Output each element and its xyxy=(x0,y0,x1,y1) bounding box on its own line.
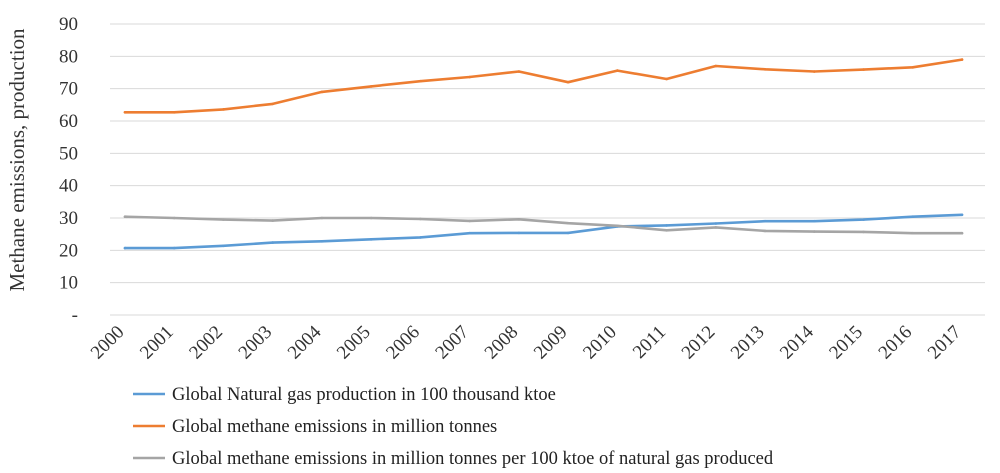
data-point xyxy=(419,236,422,239)
data-point xyxy=(369,238,373,241)
x-tick-label: 2016 xyxy=(875,322,917,364)
data-point xyxy=(911,231,915,235)
data-point xyxy=(812,70,816,73)
data-point xyxy=(320,216,324,220)
data-point xyxy=(714,64,718,68)
x-tick-label: 2012 xyxy=(678,322,720,364)
x-tick-label: 2017 xyxy=(924,322,966,364)
x-tick-label: 2000 xyxy=(87,322,129,364)
data-point xyxy=(960,58,964,61)
data-point xyxy=(222,218,225,221)
data-point xyxy=(222,108,225,111)
data-point xyxy=(271,102,275,106)
data-point xyxy=(222,244,225,248)
data-point xyxy=(566,221,570,225)
data-point xyxy=(369,216,373,220)
data-point xyxy=(468,219,471,223)
series-lines xyxy=(123,58,964,250)
data-point xyxy=(763,67,767,71)
data-point xyxy=(369,85,373,88)
data-point xyxy=(517,231,521,235)
data-point xyxy=(812,230,816,233)
x-tick-label: 2011 xyxy=(629,322,670,363)
y-tick-label: 70 xyxy=(59,79,78,100)
data-point xyxy=(271,219,275,222)
y-tick-label: 30 xyxy=(59,208,78,229)
y-tick-label: 60 xyxy=(59,111,78,132)
data-point xyxy=(517,70,521,73)
legend-label: Global methane emissions in million tonn… xyxy=(172,449,774,469)
data-point xyxy=(320,90,324,94)
data-point xyxy=(320,239,324,243)
data-point xyxy=(665,224,668,227)
data-point xyxy=(665,228,668,232)
data-point xyxy=(665,77,668,81)
legend: Global Natural gas production in 100 tho… xyxy=(133,385,774,469)
data-point xyxy=(862,230,865,234)
data-point xyxy=(172,246,176,250)
y-tick-label: 90 xyxy=(59,14,78,35)
data-point xyxy=(172,110,176,114)
series-line-3 xyxy=(123,215,964,235)
data-point xyxy=(566,231,570,235)
data-point xyxy=(616,69,619,72)
series-line-1 xyxy=(123,213,964,250)
x-axis-ticks: 2000 2001 2002 2003 2004 2005 2006 2007 2008 2009… xyxy=(87,321,966,363)
data-point xyxy=(960,231,964,235)
y-tick-label: 50 xyxy=(59,143,78,164)
data-point xyxy=(172,216,176,220)
series-line-2 xyxy=(123,58,964,114)
data-point xyxy=(271,241,275,244)
x-tick-label: 2008 xyxy=(481,322,523,364)
data-point xyxy=(960,213,964,217)
x-tick-label: 2014 xyxy=(776,321,818,363)
x-tick-label: 2006 xyxy=(382,322,424,364)
data-point xyxy=(911,66,915,69)
data-point xyxy=(714,226,718,229)
x-tick-label: 2005 xyxy=(333,322,375,364)
data-point xyxy=(517,217,521,221)
y-tick-label: 80 xyxy=(59,46,78,67)
x-tick-label: 2003 xyxy=(235,322,277,364)
x-tick-label: 2015 xyxy=(825,322,867,364)
data-point xyxy=(468,75,471,79)
y-axis-ticks: - 10 20 30 40 50 60 70 80 90 xyxy=(59,14,78,326)
legend-label: Global methane emissions in million tonn… xyxy=(172,417,497,437)
legend-label: Global Natural gas production in 100 tho… xyxy=(172,385,556,405)
data-point xyxy=(419,79,422,83)
data-point xyxy=(566,80,570,84)
data-point xyxy=(763,229,767,233)
data-point xyxy=(123,215,127,219)
data-point xyxy=(911,215,915,219)
x-tick-label: 2009 xyxy=(530,322,572,364)
data-point xyxy=(468,231,471,235)
data-point xyxy=(714,222,718,225)
data-point xyxy=(812,219,816,223)
data-point xyxy=(419,217,422,221)
data-point xyxy=(123,110,127,114)
x-tick-label: 2007 xyxy=(431,322,473,364)
x-tick-label: 2004 xyxy=(284,321,326,363)
data-point xyxy=(123,246,127,250)
x-tick-label: 2013 xyxy=(727,322,769,364)
y-tick-label: 20 xyxy=(59,240,78,261)
data-point xyxy=(862,68,865,71)
y-tick-label: - xyxy=(72,305,78,326)
x-tick-label: 2001 xyxy=(136,322,178,364)
data-point xyxy=(616,224,619,228)
x-tick-label: 2002 xyxy=(185,322,227,364)
data-point xyxy=(862,218,865,221)
y-axis-title: Methane emissions, production xyxy=(5,28,29,292)
y-tick-label: 10 xyxy=(59,273,78,294)
data-point xyxy=(763,219,767,223)
x-tick-label: 2010 xyxy=(579,322,621,364)
gridlines xyxy=(110,23,985,316)
y-tick-label: 40 xyxy=(59,176,78,197)
